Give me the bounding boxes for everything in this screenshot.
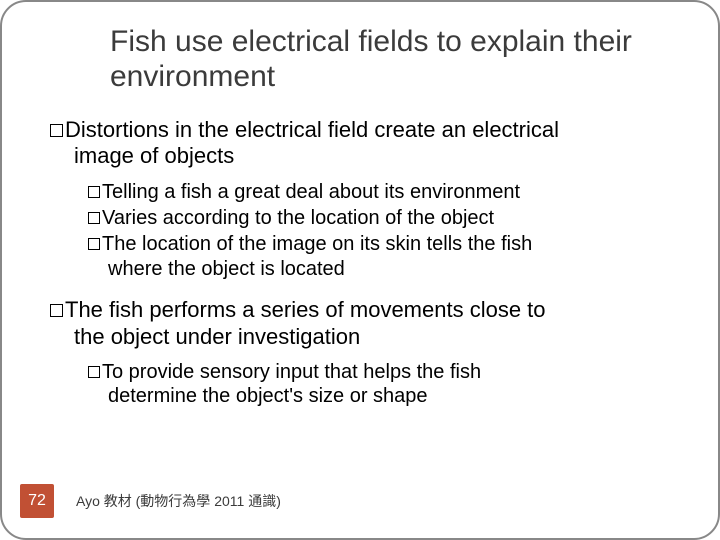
slide-footer: 72 Ayo 教材 (動物行為學 2011 通識): [2, 484, 718, 518]
checkbox-icon: [88, 238, 100, 250]
bullet-text-first: Varies according to the location of the …: [102, 207, 494, 229]
bullet-lvl2: To provide sensory input that helps the …: [88, 360, 678, 409]
bullet-text-rest: where the object is located: [88, 257, 678, 281]
slide-frame: Fish use electrical fields to explain th…: [0, 0, 720, 540]
bullet-text-rest: image of objects: [50, 143, 678, 169]
bullet-text-rest: the object under investigation: [50, 324, 678, 350]
checkbox-icon: [50, 304, 63, 317]
bullet-lvl1: The fish performs a series of movements …: [50, 297, 678, 350]
bullet-lvl2: Varies according to the location of the …: [88, 206, 678, 230]
checkbox-icon: [88, 186, 100, 198]
bullet-text-first: The location of the image on its skin te…: [102, 233, 532, 255]
bullet-text-rest: determine the object's size or shape: [88, 384, 678, 408]
bullet-text-first: Telling a fish a great deal about its en…: [102, 181, 520, 203]
bullet-text-first: To provide sensory input that helps the …: [102, 361, 481, 383]
page-number-badge: 72: [20, 484, 54, 518]
bullet-lvl1: Distortions in the electrical field crea…: [50, 117, 678, 170]
slide-title: Fish use electrical fields to explain th…: [110, 24, 668, 95]
bullet-text-first: Distortions in the electrical field crea…: [65, 117, 559, 142]
checkbox-icon: [50, 124, 63, 137]
checkbox-icon: [88, 366, 100, 378]
bullet-text-first: The fish performs a series of movements …: [65, 297, 546, 322]
credit-text: Ayo 教材 (動物行為學 2011 通識): [76, 491, 281, 511]
checkbox-icon: [88, 212, 100, 224]
bullet-lvl2: The location of the image on its skin te…: [88, 232, 678, 281]
bullet-lvl2: Telling a fish a great deal about its en…: [88, 180, 678, 204]
page-number: 72: [28, 492, 46, 510]
